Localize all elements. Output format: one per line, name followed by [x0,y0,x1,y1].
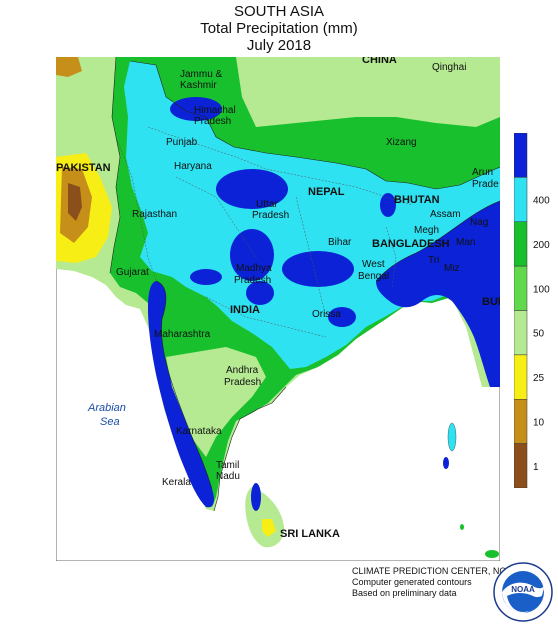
label-himachal-1: Himachal [194,105,236,116]
legend-swatch [514,265,528,311]
label-uttar-1: Uttar [256,199,278,210]
legend-label: 1 [533,462,539,473]
label-bhutan: BHUTAN [394,194,440,206]
label-andhra-1: Andhra [226,365,259,376]
legend-swatch [514,354,528,400]
credit-line-agency: CLIMATE PREDICTION CENTER, NOAA [352,566,519,576]
legend-swatch [514,443,528,488]
sumatra-tip [485,550,499,558]
label-madhya-2: Pradesh [234,275,271,286]
label-arunachal-2: Prade [472,179,499,190]
legend-swatch [514,310,528,356]
label-karnataka: Karnataka [176,426,222,437]
legend-swatch [514,177,528,222]
legend-label: 400 [533,196,550,207]
andaman-islands [447,422,457,452]
label-west-bengal-2: Bengal [358,271,389,282]
precip-blob-sri-lanka [251,483,261,511]
precip-blob-uttar [216,169,288,209]
precipitation-map: CHINA Qinghai Jammu & Kashmir Himachal P… [56,57,500,561]
legend-swatch [514,133,528,178]
precip-dry-sri-lanka [262,519,276,537]
political-borders [115,126,413,338]
label-burma: BUI [482,296,500,308]
label-xizang: Xizang [386,137,417,148]
legend-label: 50 [533,329,545,340]
label-mizoram: Miz [444,263,460,274]
label-madhya-1: Madhya [236,263,272,274]
label-andhra-2: Pradesh [224,377,261,388]
precip-blob-central [246,281,274,305]
label-west-bengal-1: West [362,259,385,270]
noaa-logo: NOAA [493,562,553,622]
label-himachal-2: Pradesh [194,116,231,127]
label-maharashtra: Maharashtra [154,329,211,340]
label-qinghai: Qinghai [432,62,466,73]
label-bangladesh: BANGLADESH [372,238,450,250]
credit-line-contours: Computer generated contours [352,577,472,587]
label-orissa: Orissa [312,309,341,320]
label-jammu-kashmir-1: Jammu & [180,69,223,80]
label-nepal: NEPAL [308,186,345,198]
legend-label: 100 [533,284,550,295]
label-bihar: Bihar [328,237,352,248]
precip-light-deccan [166,347,266,457]
label-manipur: Man [456,237,475,248]
label-china: CHINA [362,57,397,66]
precip-blob-gujarat [190,269,222,285]
label-nagaland: Nag [470,217,488,228]
label-tamil-1: Tamil [216,460,239,471]
precip-blob-orissa [328,307,356,327]
precip-arid-core [68,183,82,221]
label-rajasthan: Rajasthan [132,209,177,220]
label-assam: Assam [430,209,461,220]
logo-text: NOAA [511,585,535,594]
andaman-islands-south [443,457,449,469]
label-arabian-sea-1: Arabian [87,402,126,414]
map-period-title: July 2018 [246,37,312,54]
legend-label: 25 [533,373,545,384]
precip-northeast-band [376,201,500,387]
label-tamil-2: Nadu [216,471,240,482]
legend-swatch [514,221,528,267]
precipitation-legend: 400 200 100 50 25 10 1 [514,133,550,488]
precip-blob-madhya [230,229,274,281]
precip-west-coast-band [148,281,214,508]
label-haryana: Haryana [174,161,212,172]
label-gujarat: Gujarat [116,267,149,278]
label-sri-lanka: SRI LANKA [280,528,340,540]
label-india: INDIA [230,304,260,316]
precip-blob-bhutan [380,193,396,217]
nicobar-islands [460,524,464,530]
map-region-title: SOUTH ASIA [233,3,325,20]
label-kerala: Kerala [162,477,191,488]
label-jammu-kashmir-2: Kashmir [180,80,217,91]
precip-arid-northwest [56,57,82,77]
precip-blob-himachal [170,97,222,121]
label-punjab: Punjab [166,137,198,148]
legend-label: 200 [533,240,550,251]
label-meghalaya: Megh [414,225,439,236]
precip-blob-east-central [282,251,354,287]
legend-swatch [514,399,528,444]
credit-line-data: Based on preliminary data [352,588,457,598]
label-pakistan: PAKISTAN [56,162,111,174]
label-tripura: Tri [428,255,439,266]
map-variable-title: Total Precipitation (mm) [200,20,358,37]
label-arunachal-1: Arun [472,167,493,178]
legend-label: 10 [533,417,545,428]
precip-light-tibet [246,57,356,97]
label-arabian-sea-2: Sea [100,416,120,428]
label-uttar-2: Pradesh [252,210,289,221]
